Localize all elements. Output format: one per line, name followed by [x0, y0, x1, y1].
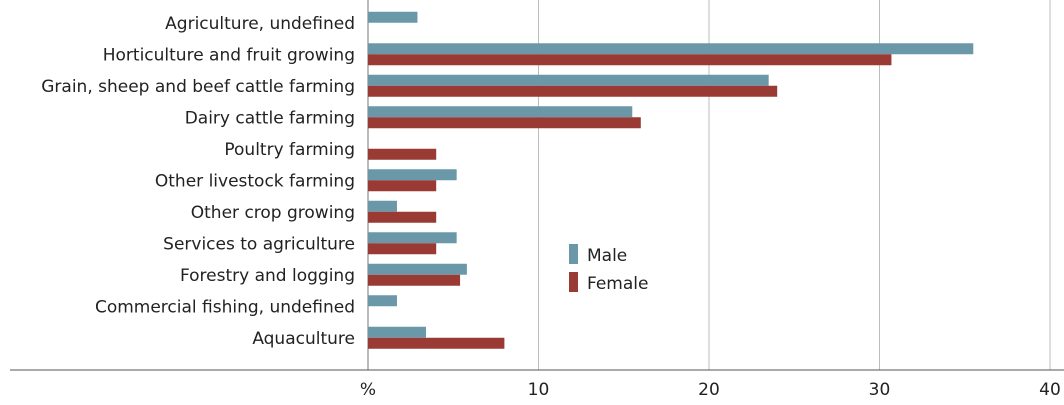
category-label: Aquaculture: [252, 329, 355, 349]
bars: [368, 11, 974, 349]
bar-male: [368, 326, 426, 338]
legend-label-female: Female: [587, 274, 648, 294]
x-tick-label: 40: [1039, 380, 1061, 400]
x-tick-label: 10: [528, 380, 550, 400]
bar-male: [368, 169, 457, 181]
x-tick-label: 30: [869, 380, 891, 400]
bar-male: [368, 232, 457, 244]
category-label: Horticulture and fruit growing: [103, 45, 355, 65]
category-label: Other livestock farming: [155, 171, 355, 191]
bar-female: [368, 85, 778, 97]
bar-female: [368, 117, 641, 129]
bar-female: [368, 337, 505, 349]
category-labels: Agriculture, undefined Horticulture and f…: [41, 14, 355, 349]
x-tick-label: %: [360, 380, 376, 400]
category-label: Dairy cattle farming: [185, 108, 355, 128]
category-label: Forestry and logging: [180, 266, 355, 286]
bar-female: [368, 180, 437, 192]
legend-label-male: Male: [587, 246, 627, 266]
bar-male: [368, 295, 397, 307]
category-label: Poultry farming: [224, 140, 355, 160]
legend-swatch-male: [569, 244, 578, 264]
bar-female: [368, 243, 437, 255]
legend: Male Female: [569, 244, 648, 294]
bar-female: [368, 54, 892, 66]
category-label: Services to agriculture: [163, 234, 355, 254]
category-label: Agriculture, undefined: [165, 14, 355, 34]
bar-female: [368, 274, 461, 286]
bar-female: [368, 148, 437, 160]
bar-male: [368, 74, 769, 86]
category-label: Other crop growing: [191, 203, 355, 223]
legend-swatch-female: [569, 272, 578, 292]
bar-male: [368, 200, 397, 212]
bar-male: [368, 263, 467, 275]
bar-male: [368, 106, 633, 118]
x-tick-label: 20: [698, 380, 720, 400]
bar-male: [368, 11, 418, 23]
bar-female: [368, 211, 437, 223]
category-label: Commercial fishing, undefined: [95, 297, 355, 317]
category-label: Grain, sheep and beef cattle farming: [41, 77, 355, 97]
x-tick-labels: % 10 20 30 40: [360, 380, 1061, 400]
bar-male: [368, 43, 974, 55]
